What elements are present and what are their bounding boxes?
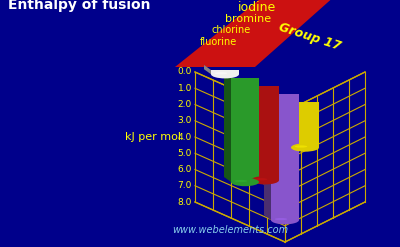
Ellipse shape [275, 218, 287, 220]
Ellipse shape [235, 180, 247, 182]
Polygon shape [204, 65, 211, 74]
Ellipse shape [251, 176, 279, 185]
Text: iodine: iodine [238, 1, 276, 15]
Polygon shape [264, 89, 271, 220]
Text: 5.0: 5.0 [178, 149, 192, 158]
Text: 3.0: 3.0 [178, 116, 192, 125]
Ellipse shape [211, 70, 239, 79]
Polygon shape [251, 86, 279, 180]
Text: Group 17: Group 17 [277, 21, 343, 53]
Text: 1.0: 1.0 [178, 84, 192, 93]
Polygon shape [284, 97, 291, 147]
Polygon shape [291, 102, 319, 147]
Ellipse shape [271, 216, 299, 224]
Text: Enthalpy of fusion: Enthalpy of fusion [8, 0, 150, 12]
Text: bromine: bromine [225, 14, 271, 24]
Text: 0.0: 0.0 [178, 67, 192, 77]
Ellipse shape [231, 178, 259, 186]
Polygon shape [224, 73, 231, 182]
Text: 7.0: 7.0 [178, 181, 192, 190]
Text: 6.0: 6.0 [178, 165, 192, 174]
Polygon shape [231, 78, 259, 182]
Polygon shape [211, 70, 239, 74]
Polygon shape [175, 0, 345, 67]
Text: chlorine: chlorine [212, 25, 251, 35]
Polygon shape [244, 81, 251, 180]
Ellipse shape [291, 143, 319, 152]
Text: kJ per mol: kJ per mol [125, 132, 181, 142]
Ellipse shape [215, 72, 227, 74]
Text: www.webelements.com: www.webelements.com [172, 225, 288, 235]
Ellipse shape [255, 178, 267, 180]
Text: astatine: astatine [251, 0, 322, 3]
Polygon shape [271, 94, 299, 220]
Text: 8.0: 8.0 [178, 198, 192, 206]
Ellipse shape [295, 145, 307, 148]
Text: 2.0: 2.0 [178, 100, 192, 109]
Text: fluorine: fluorine [200, 37, 237, 47]
Text: 4.0: 4.0 [178, 132, 192, 142]
